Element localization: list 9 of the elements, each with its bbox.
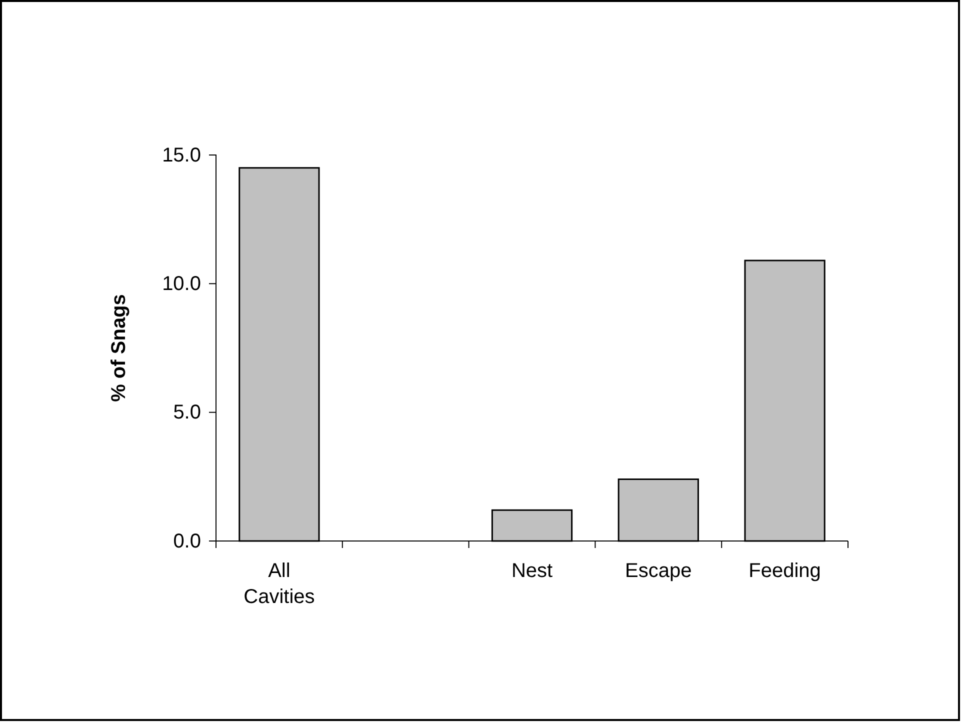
x-tick-label: Escape <box>625 560 692 582</box>
y-tick-label: 10.0 <box>162 273 201 296</box>
y-tick-label: 5.0 <box>173 402 201 424</box>
y-tick-label: 0.0 <box>173 530 201 552</box>
y-tick-label: 15.0 <box>162 144 201 166</box>
x-tick-label: Feeding <box>748 560 821 582</box>
y-axis-title: % of Snags <box>108 294 130 402</box>
x-tick-label: All Cavities <box>244 560 315 608</box>
x-tick-label: Nest <box>511 560 554 582</box>
